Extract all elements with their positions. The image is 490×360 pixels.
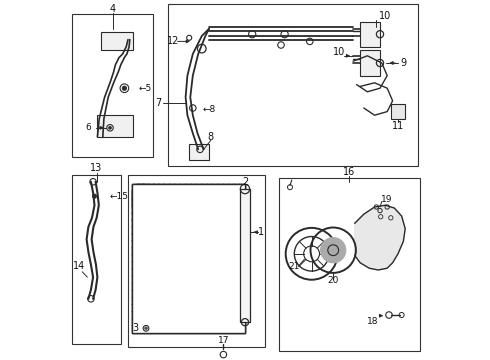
Text: 14: 14 xyxy=(73,261,85,271)
Bar xyxy=(391,104,405,119)
Bar xyxy=(279,178,419,351)
Circle shape xyxy=(320,238,346,263)
Text: 21: 21 xyxy=(288,262,299,271)
Circle shape xyxy=(122,86,126,90)
Text: ←15: ←15 xyxy=(110,192,129,201)
Text: 12: 12 xyxy=(167,36,179,46)
Bar xyxy=(132,184,245,333)
Text: 19: 19 xyxy=(381,195,393,204)
Text: 6: 6 xyxy=(86,123,91,132)
Text: 13: 13 xyxy=(90,163,102,174)
Bar xyxy=(101,32,133,50)
Text: 3: 3 xyxy=(132,323,138,333)
Text: 10: 10 xyxy=(333,47,345,57)
Text: 11: 11 xyxy=(392,121,404,131)
Text: 9: 9 xyxy=(400,58,407,68)
Text: 7: 7 xyxy=(155,98,161,108)
Text: 20: 20 xyxy=(327,276,339,285)
Bar xyxy=(98,115,133,137)
Bar xyxy=(132,184,245,333)
Bar xyxy=(72,175,121,344)
Bar xyxy=(240,189,250,322)
Text: ←5: ←5 xyxy=(139,84,152,93)
Bar xyxy=(72,14,153,157)
Bar xyxy=(132,184,245,333)
Text: 1: 1 xyxy=(258,227,264,237)
Bar xyxy=(128,175,265,347)
Bar xyxy=(360,50,380,76)
Text: 8: 8 xyxy=(208,132,214,142)
Text: 17: 17 xyxy=(218,336,229,345)
Circle shape xyxy=(109,126,111,129)
Circle shape xyxy=(92,194,97,198)
Bar xyxy=(189,144,209,160)
Text: 10: 10 xyxy=(379,11,392,21)
Bar xyxy=(360,22,380,47)
Polygon shape xyxy=(355,205,405,270)
Bar xyxy=(168,4,418,166)
Text: 16: 16 xyxy=(343,167,356,177)
Text: 4: 4 xyxy=(110,4,116,14)
Text: 2: 2 xyxy=(242,177,248,187)
Text: ←8: ←8 xyxy=(202,105,216,114)
Circle shape xyxy=(145,327,147,330)
Text: 18: 18 xyxy=(367,317,379,326)
